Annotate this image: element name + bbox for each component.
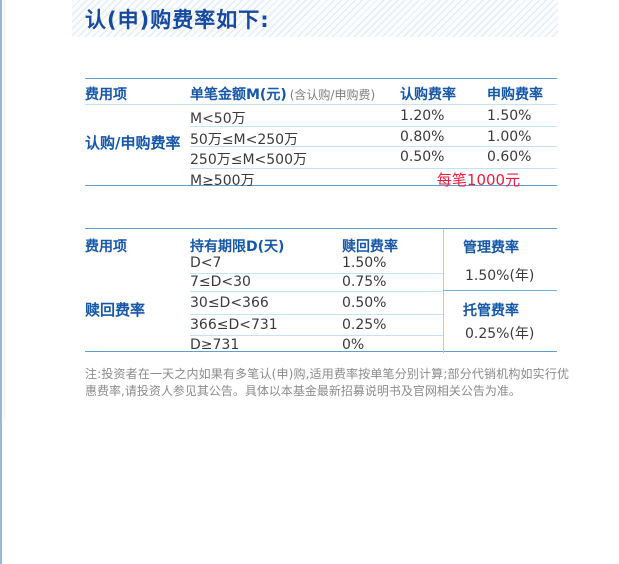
- custody-fee-value: 0.25%(年): [465, 326, 535, 342]
- holding-period-range: D≥731: [190, 337, 240, 353]
- row-divider: [190, 146, 557, 147]
- row-divider: [190, 273, 443, 274]
- subscription-rate-value: 0.80%: [400, 129, 445, 145]
- subscription-rate-value: 0.50%: [400, 149, 445, 165]
- custody-fee-label: 托管费率: [463, 303, 519, 319]
- redemption-rate-value: 0.75%: [342, 274, 387, 290]
- col-header-amount-main: 单笔金额M(元): [190, 87, 287, 103]
- row-divider: [190, 335, 443, 336]
- col-header-amount: 单笔金额M(元) (含认购/申购费): [190, 84, 375, 104]
- col-header-amount-note: (含认购/申购费): [289, 88, 376, 102]
- column-divider: [443, 229, 444, 353]
- left-edge-divider: [0, 0, 2, 564]
- col-header-purchase-rate: 申购费率: [487, 87, 543, 103]
- redemption-rate-value: 0.50%: [342, 295, 387, 311]
- amount-range: 50万≤M<250万: [190, 132, 299, 148]
- redemption-fee-table: 费用项 持有期限D(天) 赎回费率 D<7 1.50% 7≤D<30 0.75%…: [85, 228, 557, 353]
- row-divider: [190, 314, 443, 315]
- col-header-fee-item: 费用项: [85, 87, 127, 103]
- management-fee-label: 管理费率: [463, 240, 519, 256]
- holding-period-range: 30≤D<366: [190, 295, 269, 311]
- redemption-rate-value: 1.50%: [342, 255, 387, 271]
- management-fee-value: 1.50%(年): [465, 268, 535, 284]
- amount-range: M<50万: [190, 111, 246, 127]
- redemption-rate-value: 0%: [342, 337, 365, 353]
- subscription-rate-value: 1.20%: [400, 108, 445, 124]
- amount-range: 250万≤M<500万: [190, 152, 307, 168]
- flat-fee-value: 每笔1000元: [436, 171, 521, 189]
- col-header-redemption-rate: 赎回费率: [342, 239, 398, 255]
- holding-period-range: D<7: [190, 255, 222, 271]
- redemption-fee-row-label: 赎回费率: [85, 301, 146, 319]
- row-divider: [190, 291, 443, 292]
- purchase-rate-value: 1.50%: [487, 108, 532, 124]
- col-header-holding-period: 持有期限D(天): [190, 239, 285, 255]
- redemption-rate-value: 0.25%: [342, 317, 387, 333]
- page-title: 认(申)购费率如下:: [85, 8, 270, 32]
- col-header-fee-item: 费用项: [85, 239, 127, 255]
- holding-period-range: 366≤D<731: [190, 317, 278, 333]
- purchase-rate-value: 0.60%: [487, 149, 532, 165]
- management-custody-divider: [443, 290, 557, 291]
- row-divider: [190, 126, 557, 127]
- col-header-subscription-rate: 认购费率: [400, 87, 456, 103]
- holding-period-range: 7≤D<30: [190, 274, 251, 290]
- left-edge-divider-faint: [4, 0, 5, 420]
- purchase-fee-row-label: 认购/申购费率: [85, 134, 181, 152]
- footnote: 注:投资者在一天之内如果有多笔认(申)购,适用费率按单笔分别计算;部分代销机构如…: [85, 367, 569, 398]
- purchase-rate-value: 1.00%: [487, 129, 532, 145]
- row-divider: [190, 168, 557, 169]
- header-underline: [85, 104, 557, 105]
- purchase-fee-table: 费用项 单笔金额M(元) (含认购/申购费) 认购费率 申购费率 M<50万 1.…: [85, 78, 557, 189]
- title-striped-band: [72, 0, 558, 37]
- amount-range: M≥500万: [190, 173, 255, 189]
